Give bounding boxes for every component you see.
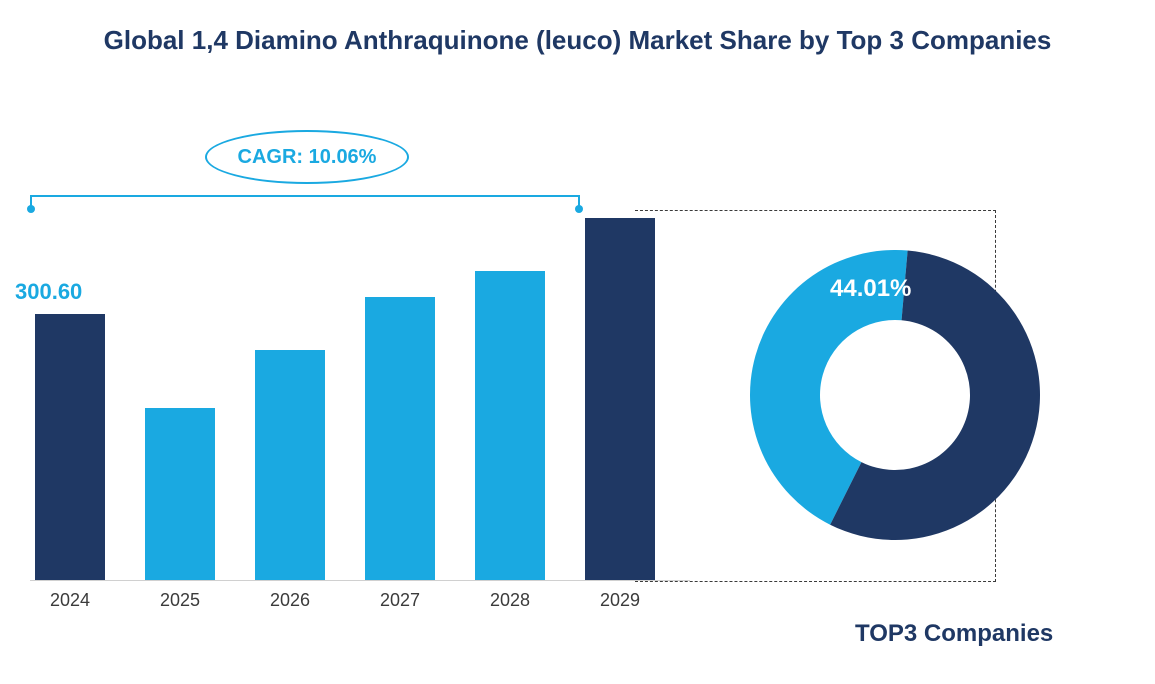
donut-pct-label: 44.01% <box>830 275 911 303</box>
value-label-2024: 300.60 <box>15 279 82 305</box>
x-label-2024: 2024 <box>35 590 105 611</box>
top3-companies-label: TOP3 Companies <box>855 620 1053 648</box>
chart-container: Global 1,4 Diamino Anthraquinone (leuco)… <box>0 0 1155 684</box>
x-label-2027: 2027 <box>365 590 435 611</box>
cagr-text: CAGR: 10.06% <box>238 146 377 169</box>
x-label-2029: 2029 <box>585 590 655 611</box>
x-label-2028: 2028 <box>475 590 545 611</box>
chart-title: Global 1,4 Diamino Anthraquinone (leuco)… <box>0 25 1155 56</box>
x-label-2026: 2026 <box>255 590 325 611</box>
bar-2024 <box>35 314 105 580</box>
cagr-bracket <box>30 195 580 197</box>
bar-2025 <box>145 408 215 580</box>
bar-2026 <box>255 350 325 580</box>
cagr-badge: CAGR: 10.06% <box>205 130 409 184</box>
bar-2027 <box>365 297 435 580</box>
x-label-2025: 2025 <box>145 590 215 611</box>
bar-chart-area <box>30 200 690 581</box>
bar-2028 <box>475 271 545 580</box>
